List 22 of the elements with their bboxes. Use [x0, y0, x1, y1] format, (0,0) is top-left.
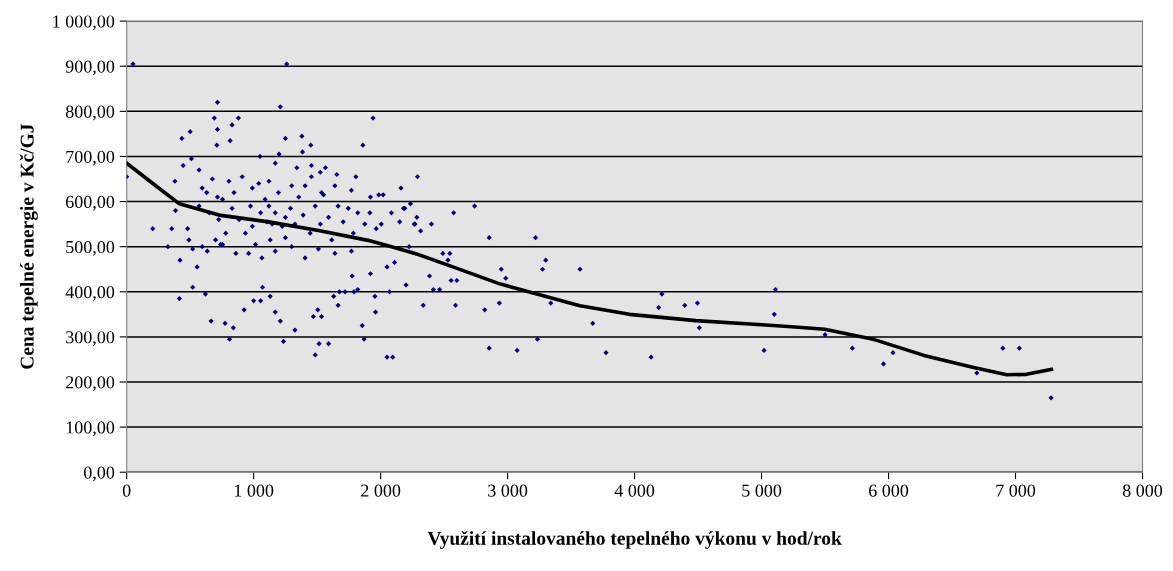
y-tick-label: 600,00 — [66, 195, 115, 211]
x-axis-title: Využití instalovaného tepelného výkonu v hod/rok — [427, 530, 842, 549]
x-tick-label: 6 000 — [869, 484, 909, 497]
y-tick-label: 100,00 — [66, 421, 115, 437]
y-tick-label: 800,00 — [65, 105, 115, 121]
x-tick-label: 7 000 — [996, 484, 1036, 497]
x-tick-label: 4 000 — [614, 484, 655, 497]
x-tick-label: 0 — [122, 484, 131, 497]
x-tick-label: 8 000 — [1122, 484, 1163, 497]
y-axis-title: Cena tepelné energie v Kč/GJ — [19, 124, 38, 369]
y-tick-label: 0,00 — [83, 466, 115, 482]
y-tick-label: 900,00 — [65, 60, 115, 76]
y-tick-label: 400,00 — [65, 286, 115, 301]
y-tick-label: 200,00 — [66, 376, 115, 392]
x-tick-label: 1 000 — [234, 484, 274, 497]
y-tick-label: 1 000,00 — [53, 15, 115, 31]
y-tick-label: 700,00 — [66, 150, 115, 166]
x-tick-label: 5 000 — [742, 484, 782, 497]
x-tick-label: 2 000 — [361, 484, 401, 497]
y-tick-label: 300,00 — [66, 331, 115, 346]
x-tick-label: 3 000 — [488, 484, 528, 497]
y-tick-label: 500,00 — [66, 240, 115, 256]
